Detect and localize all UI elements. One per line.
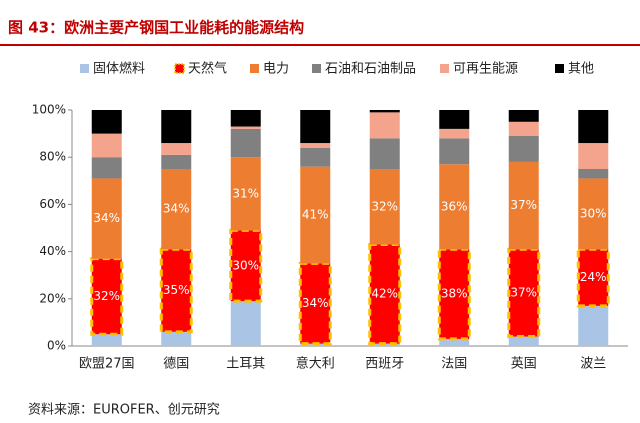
bar-segment	[159, 247, 193, 334]
x-tick-label: 土耳其	[226, 357, 265, 372]
bar-segment	[298, 261, 332, 346]
bar-segment	[439, 164, 470, 250]
legend-swatch	[80, 64, 89, 73]
value-label: 32%	[371, 199, 398, 213]
bar-segment	[369, 138, 400, 169]
legend-label: 可再生能源	[453, 62, 518, 77]
bar-segment	[369, 112, 400, 139]
value-label: 37%	[510, 285, 537, 299]
x-tick-label: 西班牙	[365, 357, 404, 372]
x-tick-label: 德国	[163, 357, 189, 372]
bar-segment	[508, 121, 539, 136]
bar-segment	[300, 143, 331, 148]
legend-swatch	[174, 63, 185, 74]
y-tick-label: 60%	[39, 197, 66, 211]
value-label: 24%	[580, 270, 607, 284]
bar-segment	[161, 154, 192, 169]
bar-segment	[578, 305, 609, 346]
legend-swatch	[250, 64, 259, 73]
legend-swatch	[312, 64, 321, 73]
bar-segment	[439, 138, 470, 165]
bar-segment	[439, 110, 470, 129]
bar-segment	[161, 143, 192, 155]
y-tick-label: 20%	[39, 291, 66, 305]
legend-swatch	[555, 64, 564, 73]
bar-segment	[230, 301, 261, 346]
value-label: 35%	[163, 283, 190, 297]
source-note: 资料来源：EUROFER、创元研究	[28, 403, 220, 418]
bar-segment	[230, 157, 261, 231]
legend-label: 石油和石油制品	[325, 62, 416, 77]
bar-segment	[578, 110, 609, 144]
value-label: 42%	[371, 287, 398, 301]
bar-segment	[439, 338, 470, 346]
value-label: 30%	[232, 258, 259, 272]
value-label: 34%	[302, 296, 329, 310]
value-label: 37%	[510, 198, 537, 212]
y-tick-label: 100%	[32, 103, 66, 117]
legend-label: 固体燃料	[93, 61, 145, 77]
bar-segment	[91, 334, 122, 346]
bar-segment	[300, 166, 331, 264]
bar-segment	[161, 331, 192, 346]
value-label: 32%	[93, 289, 120, 303]
bar-segment	[161, 169, 192, 250]
value-label: 30%	[580, 206, 607, 220]
bar-segment	[368, 243, 402, 346]
bar-segment	[508, 135, 539, 162]
bar-segment	[91, 157, 122, 179]
bar-segment	[369, 110, 400, 113]
bar-segment	[507, 247, 541, 339]
bar-segment	[300, 110, 331, 144]
bar-segment	[91, 133, 122, 158]
value-label: 34%	[163, 202, 190, 216]
bar-segment	[439, 128, 470, 139]
y-tick-label: 40%	[39, 244, 66, 258]
y-tick-label: 80%	[39, 150, 66, 164]
x-tick-label: 法国	[441, 357, 467, 372]
value-label: 34%	[93, 211, 120, 225]
bar-segment	[576, 247, 610, 308]
y-tick-label: 0%	[47, 339, 66, 353]
bar-segment	[91, 178, 122, 259]
bar-segment	[161, 110, 192, 144]
value-label: 36%	[441, 199, 468, 213]
bar-segment	[369, 169, 400, 245]
bar-segment	[508, 110, 539, 122]
value-label: 31%	[232, 186, 259, 200]
bar-segment	[508, 161, 539, 250]
legend-label: 其他	[568, 62, 594, 77]
bar-segment	[437, 247, 471, 341]
bar-segment	[508, 336, 539, 346]
legend-swatch	[440, 64, 449, 73]
x-tick-label: 波兰	[580, 357, 606, 372]
bar-segment	[91, 110, 122, 134]
legend-label: 电力	[263, 62, 289, 77]
bar-segment	[578, 169, 609, 179]
value-label: 38%	[441, 287, 468, 301]
x-tick-label: 欧盟27国	[79, 357, 135, 372]
bar-segment	[578, 178, 609, 250]
x-tick-label: 英国	[511, 357, 537, 372]
bar-segment	[578, 143, 609, 169]
x-tick-label: 意大利	[296, 356, 335, 372]
value-label: 41%	[302, 208, 329, 222]
bar-segment	[300, 147, 331, 167]
bar-segment	[230, 128, 261, 158]
bar-segment	[230, 110, 261, 127]
bar-segment	[230, 126, 261, 129]
legend-label: 天然气	[188, 61, 227, 77]
chart-title: 图 43：欧洲主要产钢国工业能耗的能源结构	[8, 19, 304, 37]
